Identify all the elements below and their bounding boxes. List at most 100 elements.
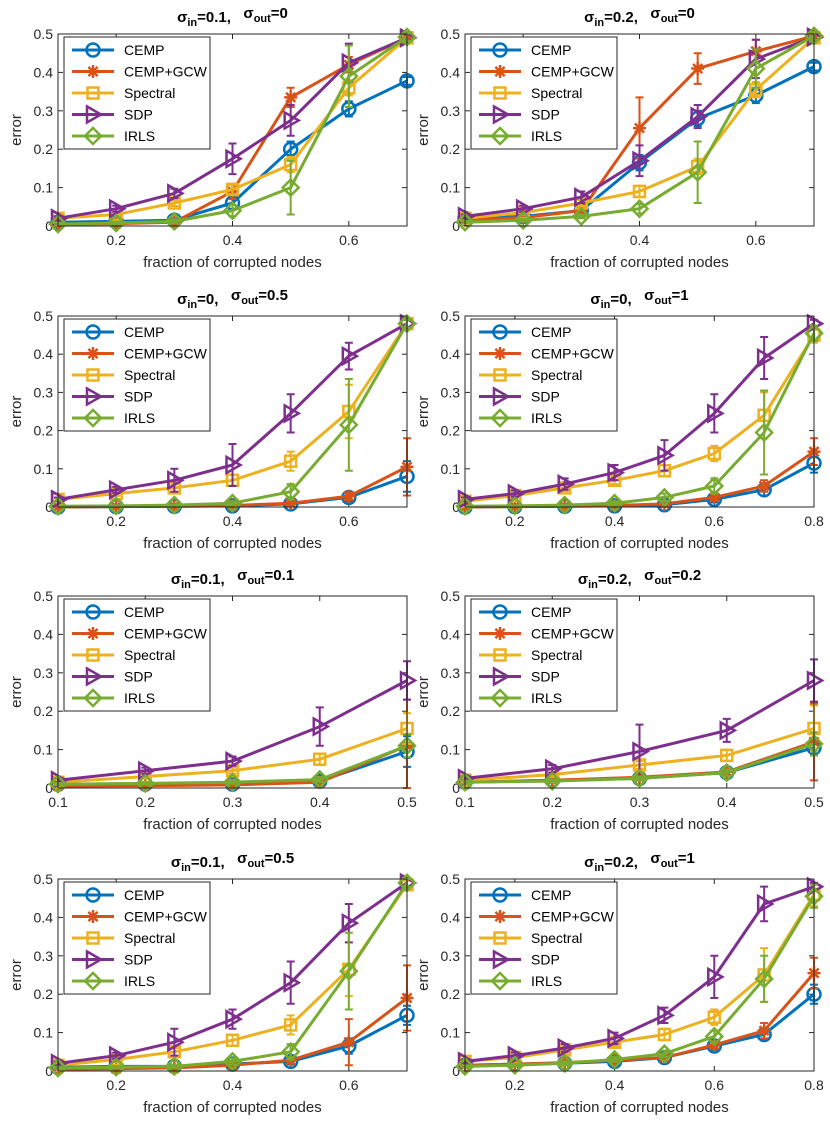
chart-title: σin=0.2, σout=0 — [584, 5, 695, 29]
data-point — [654, 1043, 675, 1064]
y-tick-label: 0.1 — [34, 742, 54, 758]
data-point — [341, 345, 360, 367]
data-point — [167, 470, 185, 491]
title-sigma-out: σ — [237, 850, 247, 867]
legend-label: Spectral — [531, 647, 582, 663]
y-tick-label: 0.5 — [441, 871, 461, 887]
data-point — [505, 1055, 525, 1076]
chart-title: σin=0, σout=1 — [590, 287, 688, 311]
legend-marker — [83, 688, 103, 708]
legend: CEMP CEMP+GCW Spectral SDP IRLS — [63, 881, 211, 995]
data-point — [222, 493, 243, 513]
y-tick-label: 0.3 — [34, 665, 54, 681]
series-line — [57, 322, 409, 508]
data-point — [106, 1057, 126, 1077]
x-tick-label: 0.4 — [630, 232, 650, 248]
legend-marker — [86, 86, 100, 100]
chart-panel-5: 0.1 0.2 0.3 0.4 0.500.10.20.30.40.5fraction … — [8, 567, 418, 833]
data-point — [342, 489, 356, 503]
legend-marker — [490, 126, 510, 146]
title-sigma-in: σ — [177, 291, 187, 308]
y-tick-label: 0 — [45, 1063, 53, 1079]
data-point — [455, 772, 475, 793]
y-tick-label: 0.1 — [441, 1025, 461, 1041]
title-value-in: =0.1, — [191, 571, 225, 588]
legend-label: SDP — [531, 107, 560, 123]
y-tick-label: 0.2 — [441, 986, 461, 1002]
data-point — [571, 206, 592, 227]
data-point — [455, 212, 475, 232]
data-point — [339, 961, 359, 981]
series-irls — [455, 731, 824, 793]
legend-marker — [493, 627, 507, 640]
chart-title: σin=0.1, σout=0.1 — [171, 567, 294, 591]
legend-label: CEMP+GCW — [124, 346, 208, 362]
y-tick-label: 0.3 — [441, 948, 461, 964]
title-sigma-in: σ — [177, 9, 187, 26]
legend-label: SDP — [531, 952, 560, 968]
legend-marker — [86, 65, 100, 78]
data-point — [225, 454, 244, 476]
x-tick-label: 0.6 — [339, 232, 359, 248]
title-subscript-in: in — [594, 17, 604, 29]
title-subscript-in: in — [588, 579, 598, 591]
title-sigma-in: σ — [171, 571, 181, 588]
legend-label: CEMP — [124, 604, 164, 620]
title-value-in: =0.2, — [604, 854, 638, 871]
title-value-in: =0, — [610, 291, 631, 308]
title-subscript-out: out — [661, 13, 678, 25]
x-tick-label: 0.6 — [705, 513, 725, 529]
legend-marker — [86, 648, 100, 662]
y-tick-label: 0.2 — [34, 703, 54, 719]
legend-label: Spectral — [124, 367, 175, 383]
y-tick-label: 0.2 — [441, 423, 461, 439]
data-point — [339, 415, 359, 435]
x-tick-label: 0.4 — [223, 232, 243, 248]
legend-marker — [492, 949, 511, 970]
legend-label: CEMP — [124, 887, 164, 903]
y-axis-label: error — [8, 959, 25, 991]
legend-marker — [85, 324, 101, 340]
x-axis-label: fraction of corrupted nodes — [143, 254, 321, 271]
y-tick-label: 0 — [452, 218, 460, 234]
data-point — [48, 496, 68, 517]
data-point — [632, 184, 647, 199]
legend-label: CEMP — [124, 42, 164, 58]
legend-label: SDP — [124, 952, 153, 968]
title-sigma-in: σ — [584, 854, 594, 871]
legend-label: SDP — [124, 669, 153, 685]
title-sigma-in: σ — [171, 854, 181, 871]
x-tick-label: 0.6 — [339, 513, 359, 529]
y-tick-label: 0.5 — [34, 26, 54, 42]
data-point — [691, 62, 705, 76]
data-point — [225, 148, 244, 169]
title-subscript-out: out — [241, 295, 258, 307]
data-point — [542, 771, 563, 791]
data-point — [225, 1033, 240, 1048]
series-line — [57, 322, 408, 501]
x-tick-label: 0.2 — [513, 232, 533, 248]
series-line — [464, 742, 815, 784]
x-tick-label: 0.3 — [630, 794, 650, 810]
series-line — [464, 885, 815, 1063]
data-point — [48, 214, 68, 234]
data-point — [607, 462, 626, 483]
data-point — [108, 479, 127, 500]
x-axis-label: fraction of corrupted nodes — [143, 1099, 321, 1116]
data-point — [574, 187, 592, 208]
y-tick-label: 0.5 — [441, 26, 461, 42]
y-axis-label: error — [8, 396, 25, 428]
data-point — [313, 752, 327, 766]
data-point — [707, 490, 721, 504]
data-point — [280, 481, 301, 502]
chart-panel-1: 0.2 0.4 0.6 0 0.1 0.2 0.3 0.4 0.5 fraction of cor… — [8, 5, 418, 271]
legend-marker — [86, 931, 100, 945]
y-tick-label: 0.1 — [34, 461, 54, 477]
x-tick-label: 0.5 — [804, 794, 824, 810]
data-point — [720, 748, 734, 763]
data-point — [108, 198, 127, 219]
x-tick-label: 0.6 — [746, 232, 766, 248]
legend-label: Spectral — [531, 85, 582, 101]
legend-marker — [85, 666, 104, 687]
data-point — [138, 779, 152, 793]
